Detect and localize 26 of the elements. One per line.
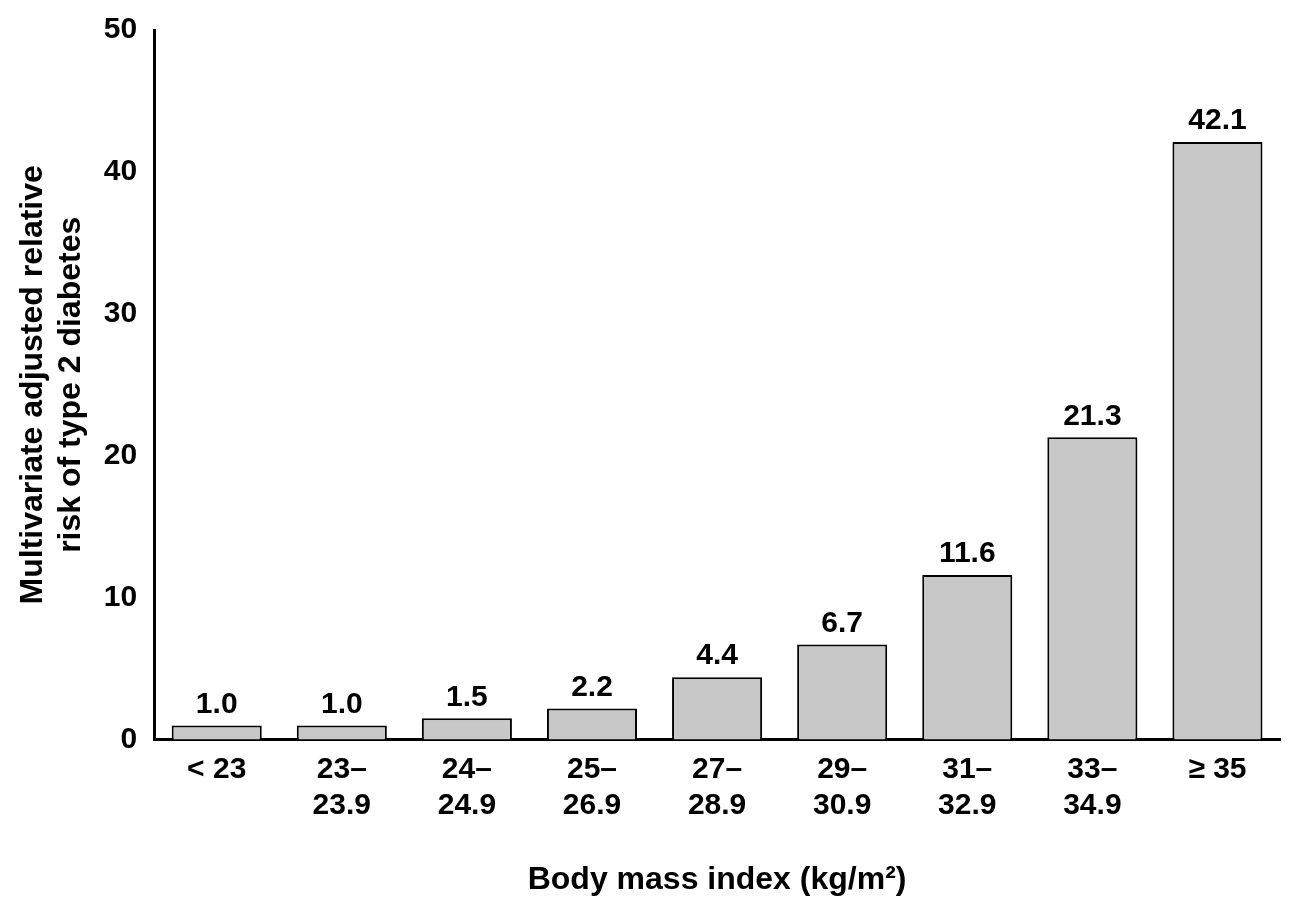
y-tick-label: 20 xyxy=(103,437,138,471)
x-tick-label: 31–32.9 xyxy=(938,750,997,820)
data-label: 1.0 xyxy=(320,685,363,719)
data-label: 42.1 xyxy=(1188,102,1247,136)
y-tick-label: 50 xyxy=(103,11,138,45)
x-tick-label: 33–34.9 xyxy=(1063,750,1122,820)
x-tick-label: 27–28.9 xyxy=(687,750,747,820)
x-tick-label: 24–24.9 xyxy=(437,750,497,820)
data-label: 1.0 xyxy=(195,685,238,719)
y-tick-label: 0 xyxy=(120,720,138,754)
y-tick-label: 10 xyxy=(103,578,138,612)
data-label: 21.3 xyxy=(1063,397,1122,431)
x-tick-label: 29–30.9 xyxy=(812,750,872,820)
y-tick-label: 30 xyxy=(103,295,138,329)
x-tick-label: 23–23.9 xyxy=(312,750,371,820)
x-tick-label: 25–26.9 xyxy=(562,750,622,820)
data-label: 1.5 xyxy=(446,678,488,712)
x-axis-title: Body mass index (kg/m²) xyxy=(527,859,907,896)
data-label: 11.6 xyxy=(938,535,996,569)
y-tick-label: 40 xyxy=(103,153,138,187)
data-label: 4.4 xyxy=(696,637,739,671)
x-tick-label: < 23 xyxy=(187,750,247,784)
data-label: 6.7 xyxy=(821,604,864,638)
x-tick-label: ≥ 35 xyxy=(1188,750,1247,784)
data-label: 2.2 xyxy=(571,668,613,702)
y-axis-title: Multivariate adjusted relative risk of type 2 diabetes xyxy=(13,165,88,605)
